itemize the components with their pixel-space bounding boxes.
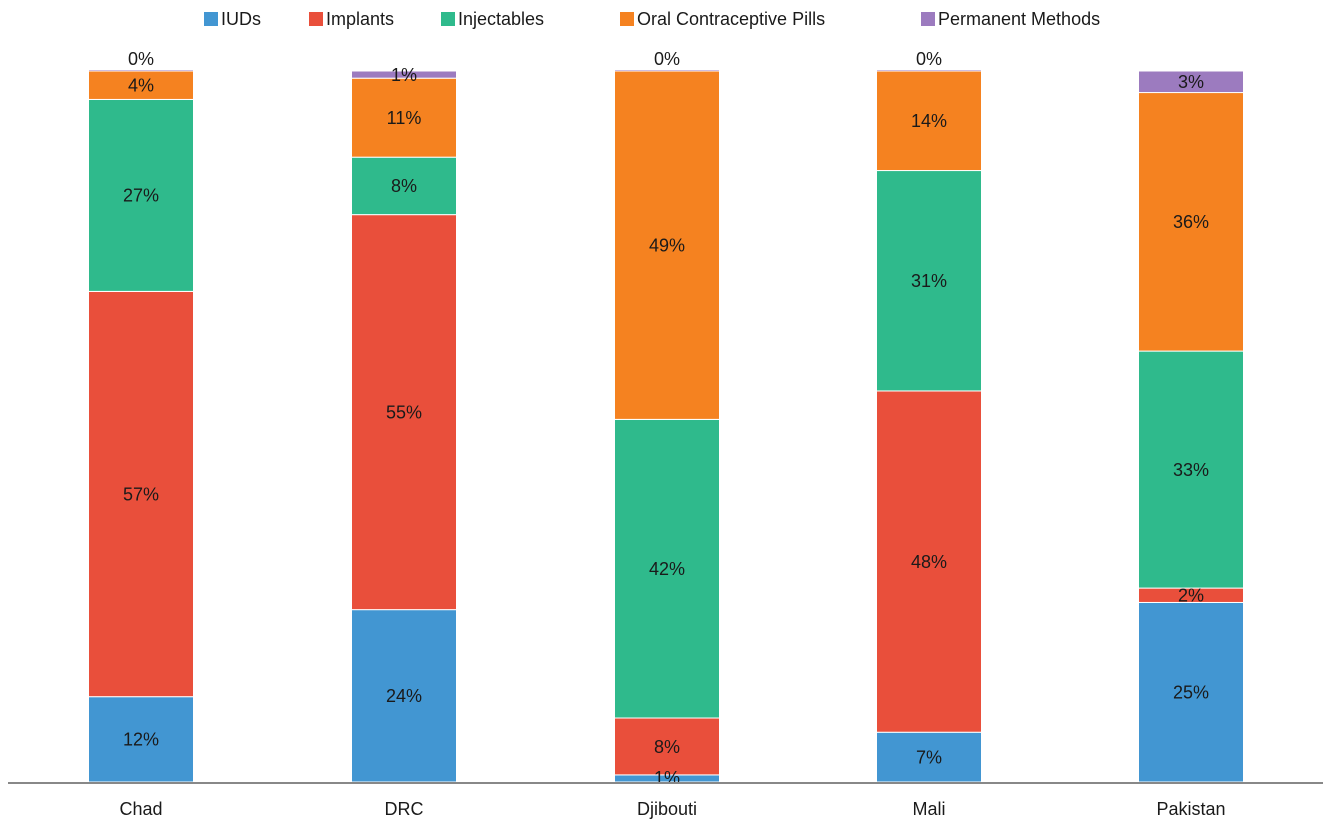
data-label-pakistan-oral-contraceptive-pills: 36%: [1173, 212, 1209, 232]
bar-mali-oral-contraceptive-pills: [876, 70, 982, 172]
bar-pakistan-oral-contraceptive-pills: [1138, 92, 1244, 352]
legend-item-permanent-methods: Permanent Methods: [921, 9, 1100, 29]
data-label-pakistan-injectables: 33%: [1173, 460, 1209, 480]
data-label-chad-implants: 57%: [123, 484, 159, 504]
data-labels: 12% 57% 27% 4% 0% 24% 55% 8% 11% 1% 1% 8% 42% 49% 0% 7%…: [123, 49, 1209, 788]
bar-mali-iuds: [876, 731, 982, 783]
data-label-mali-iuds: 7%: [916, 747, 942, 767]
data-label-pakistan-implants: 2%: [1178, 586, 1204, 606]
data-label-djibouti-permanent-methods: 0%: [654, 49, 680, 69]
bar-mali-permanent-methods: [876, 69, 982, 72]
bar-pakistan-iuds: [1138, 601, 1244, 783]
legend-label-implants: Implants: [326, 9, 394, 29]
x-tick-label-drc: DRC: [385, 799, 424, 819]
x-tick-label-chad: Chad: [119, 799, 162, 819]
legend-item-injectables: Injectables: [441, 9, 544, 29]
x-tick-labels: Chad DRC Djibouti Mali Pakistan: [119, 799, 1225, 819]
legend-swatch-injectables: [441, 12, 455, 26]
bar-pakistan-permanent-methods: [1138, 70, 1244, 94]
bar-djibouti-injectables: [614, 418, 720, 719]
data-label-djibouti-iuds: 1%: [654, 768, 680, 788]
x-tick-label-pakistan: Pakistan: [1156, 799, 1225, 819]
data-label-drc-permanent-methods: 1%: [391, 65, 417, 85]
bar-mali-injectables: [876, 170, 982, 392]
bar-chad-oral-contraceptive-pills: [88, 70, 194, 100]
legend: IUDs Implants Injectables Oral Contraceptiv…: [204, 9, 1100, 29]
data-label-djibouti-implants: 8%: [654, 737, 680, 757]
bar-chad-permanent-methods: [88, 69, 194, 72]
legend-label-permanent-methods: Permanent Methods: [938, 9, 1100, 29]
data-label-djibouti-injectables: 42%: [649, 559, 685, 579]
data-label-chad-oral-contraceptive-pills: 4%: [128, 76, 154, 96]
legend-item-oral-contraceptive-pills: Oral Contraceptive Pills: [620, 9, 825, 29]
bar-djibouti-implants: [614, 717, 720, 776]
bar-drc-oral-contraceptive-pills: [351, 77, 457, 158]
data-label-mali-permanent-methods: 0%: [916, 49, 942, 69]
data-label-drc-injectables: 8%: [391, 176, 417, 196]
data-label-drc-oral-contraceptive-pills: 11%: [387, 108, 422, 128]
bar-djibouti-permanent-methods: [614, 69, 720, 72]
legend-swatch-oral-contraceptive-pills: [620, 12, 634, 26]
legend-swatch-iuds: [204, 12, 218, 26]
x-tick-label-djibouti: Djibouti: [637, 799, 697, 819]
legend-swatch-permanent-methods: [921, 12, 935, 26]
legend-swatch-implants: [309, 12, 323, 26]
bar-pakistan-injectables: [1138, 350, 1244, 589]
legend-label-injectables: Injectables: [458, 9, 544, 29]
data-label-chad-permanent-methods: 0%: [128, 49, 154, 69]
bars: [88, 69, 1244, 783]
bar-chad-implants: [88, 290, 194, 698]
bar-drc-iuds: [351, 609, 457, 783]
data-label-drc-implants: 55%: [386, 402, 422, 422]
data-label-drc-iuds: 24%: [386, 686, 422, 706]
data-label-djibouti-oral-contraceptive-pills: 49%: [649, 235, 685, 255]
data-label-chad-iuds: 12%: [123, 730, 159, 750]
bar-mali-implants: [876, 390, 982, 733]
bar-drc-implants: [351, 214, 457, 611]
data-label-chad-injectables: 27%: [123, 186, 159, 206]
legend-label-oral-contraceptive-pills: Oral Contraceptive Pills: [637, 9, 825, 29]
data-label-pakistan-permanent-methods: 3%: [1178, 72, 1204, 92]
data-label-mali-implants: 48%: [911, 552, 947, 572]
bar-drc-permanent-methods: [351, 70, 457, 79]
data-label-mali-oral-contraceptive-pills: 14%: [911, 111, 947, 131]
legend-label-iuds: IUDs: [221, 9, 261, 29]
legend-item-iuds: IUDs: [204, 9, 261, 29]
x-tick-label-mali: Mali: [912, 799, 945, 819]
bar-drc-injectables: [351, 156, 457, 216]
legend-item-implants: Implants: [309, 9, 394, 29]
bar-chad-iuds: [88, 696, 194, 783]
data-label-mali-injectables: 31%: [911, 271, 947, 291]
data-label-pakistan-iuds: 25%: [1173, 683, 1209, 703]
